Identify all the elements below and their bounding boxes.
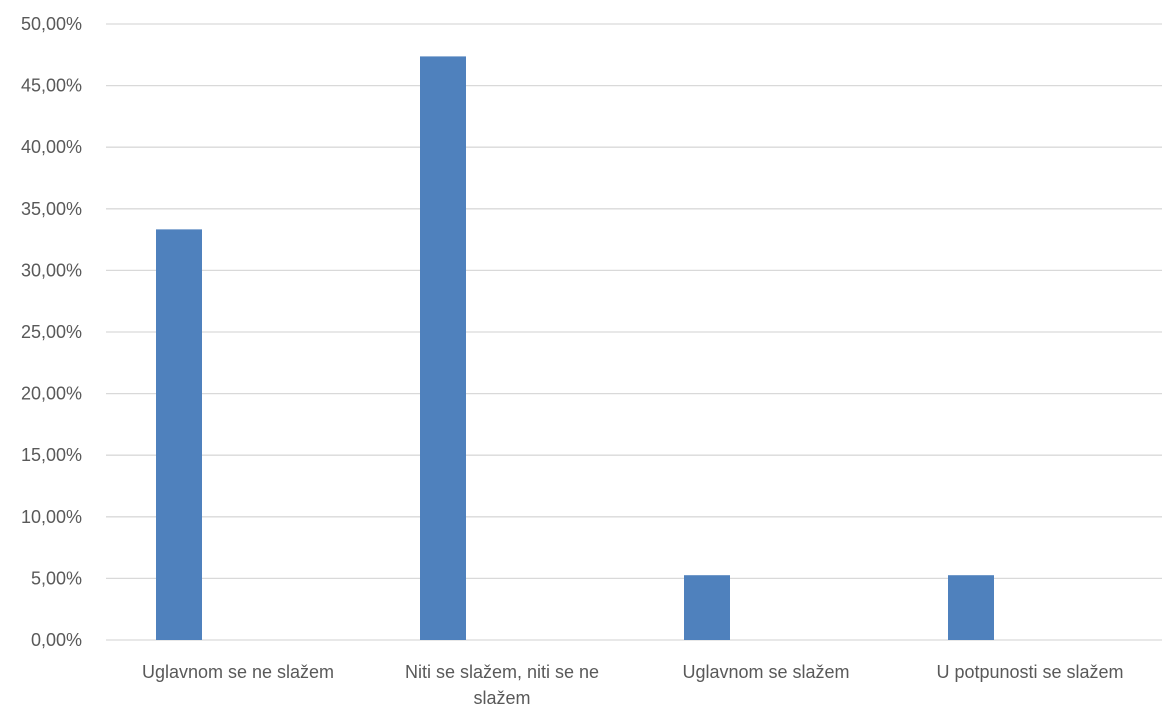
bars bbox=[156, 56, 994, 641]
x-category-label: Uglavnom se ne slažem bbox=[142, 662, 334, 682]
x-category-label-line: Uglavnom se slažem bbox=[682, 662, 849, 682]
y-tick-label: 25,00% bbox=[21, 322, 82, 342]
y-tick-label: 15,00% bbox=[21, 445, 82, 465]
x-category-label: Uglavnom se slažem bbox=[682, 662, 849, 682]
x-category-label-line: Niti se slažem, niti se ne bbox=[405, 662, 599, 682]
x-axis-category-labels: Uglavnom se ne slažem Niti se slažem, nit… bbox=[142, 662, 1124, 708]
x-category-label-line: U potpunosti se slažem bbox=[936, 662, 1123, 682]
y-tick-label: 20,00% bbox=[21, 384, 82, 404]
x-category-label: Niti se slažem, niti se ne slažem bbox=[405, 662, 599, 708]
y-tick-label: 10,00% bbox=[21, 507, 82, 527]
bar bbox=[156, 229, 202, 641]
y-axis-tick-labels: 0,00% 5,00% 10,00% 15,00% 20,00% 25,00% 30,00%… bbox=[21, 14, 82, 650]
x-category-label-line: slažem bbox=[473, 688, 530, 708]
y-tick-label: 45,00% bbox=[21, 76, 82, 96]
y-tick-label: 5,00% bbox=[31, 568, 82, 588]
x-category-label: U potpunosti se slažem bbox=[936, 662, 1123, 682]
y-tick-label: 30,00% bbox=[21, 260, 82, 280]
x-category-label-line: Uglavnom se ne slažem bbox=[142, 662, 334, 682]
y-tick-label: 0,00% bbox=[31, 630, 82, 650]
bar bbox=[420, 56, 466, 640]
bar bbox=[948, 575, 994, 640]
y-tick-label: 35,00% bbox=[21, 199, 82, 219]
gridlines bbox=[106, 23, 1162, 641]
y-tick-label: 40,00% bbox=[21, 137, 82, 157]
y-tick-label: 50,00% bbox=[21, 14, 82, 34]
bar bbox=[684, 575, 730, 640]
